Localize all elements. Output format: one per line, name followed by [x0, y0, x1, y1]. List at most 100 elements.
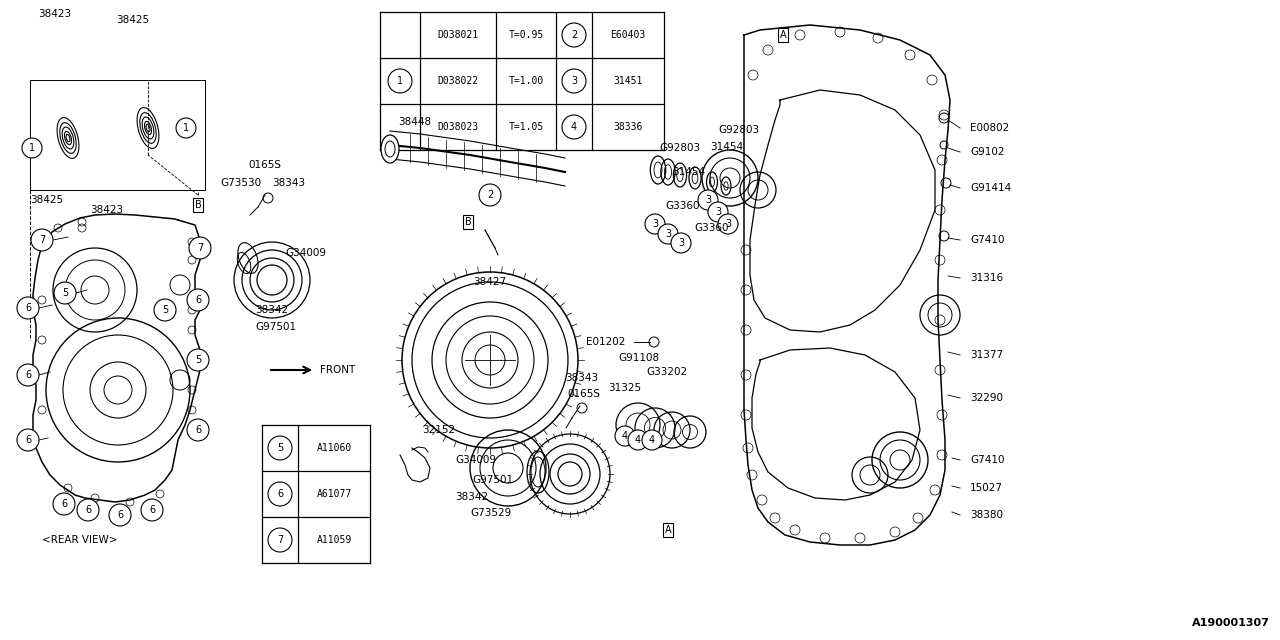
Text: G97501: G97501 — [472, 475, 513, 485]
Text: 0165S: 0165S — [567, 389, 600, 399]
Text: A: A — [780, 30, 786, 40]
Text: 3: 3 — [678, 238, 684, 248]
Circle shape — [109, 504, 131, 526]
Circle shape — [187, 289, 209, 311]
Circle shape — [643, 430, 662, 450]
Text: 5: 5 — [195, 355, 201, 365]
Text: A11060: A11060 — [316, 443, 352, 453]
Text: 3: 3 — [724, 219, 731, 229]
Text: G92803: G92803 — [718, 125, 759, 135]
Circle shape — [141, 499, 163, 521]
Text: E01202: E01202 — [586, 337, 626, 347]
Text: 38342: 38342 — [454, 492, 488, 502]
Text: B: B — [195, 200, 201, 210]
Text: A61077: A61077 — [316, 489, 352, 499]
Text: G3360: G3360 — [666, 201, 700, 211]
Text: T=1.00: T=1.00 — [508, 76, 544, 86]
Text: 6: 6 — [195, 295, 201, 305]
Circle shape — [562, 69, 586, 93]
Text: 1: 1 — [397, 76, 403, 86]
Circle shape — [17, 297, 38, 319]
Text: T=0.95: T=0.95 — [508, 30, 544, 40]
Text: 6: 6 — [24, 370, 31, 380]
Text: 4: 4 — [635, 435, 641, 445]
Text: 38343: 38343 — [564, 373, 598, 383]
Text: 3: 3 — [716, 207, 721, 217]
Text: 4: 4 — [622, 431, 628, 441]
Text: A11059: A11059 — [316, 535, 352, 545]
Text: 38423: 38423 — [90, 205, 123, 215]
Text: G34009: G34009 — [454, 455, 497, 465]
Text: 3: 3 — [652, 219, 658, 229]
Text: 3: 3 — [571, 76, 577, 86]
Text: D038022: D038022 — [438, 76, 479, 86]
Text: G91108: G91108 — [618, 353, 659, 363]
Text: 38336: 38336 — [613, 122, 643, 132]
Text: G3360: G3360 — [694, 223, 728, 233]
Text: 15027: 15027 — [970, 483, 1004, 493]
Text: 7: 7 — [197, 243, 204, 253]
Text: G34009: G34009 — [285, 248, 326, 258]
Circle shape — [52, 493, 76, 515]
Text: E60403: E60403 — [611, 30, 645, 40]
Circle shape — [645, 214, 666, 234]
Circle shape — [479, 184, 500, 206]
Text: 7: 7 — [38, 235, 45, 245]
Text: 0165S: 0165S — [248, 160, 282, 170]
Text: 31316: 31316 — [970, 273, 1004, 283]
Ellipse shape — [381, 135, 399, 163]
Text: G92803: G92803 — [659, 143, 700, 153]
Text: 31451: 31451 — [613, 76, 643, 86]
Text: 3: 3 — [705, 195, 712, 205]
Circle shape — [189, 237, 211, 259]
Circle shape — [708, 202, 728, 222]
Text: 38380: 38380 — [970, 510, 1004, 520]
Text: 6: 6 — [148, 505, 155, 515]
Circle shape — [268, 528, 292, 552]
Text: 38342: 38342 — [255, 305, 288, 315]
Text: 1: 1 — [183, 123, 189, 133]
Text: 38425: 38425 — [29, 195, 63, 205]
Text: 6: 6 — [276, 489, 283, 499]
Text: 31454: 31454 — [672, 167, 705, 177]
Text: T=1.05: T=1.05 — [508, 122, 544, 132]
Circle shape — [187, 419, 209, 441]
Circle shape — [698, 190, 718, 210]
Circle shape — [77, 499, 99, 521]
Circle shape — [187, 349, 209, 371]
Text: G9102: G9102 — [970, 147, 1005, 157]
Circle shape — [562, 115, 586, 139]
Text: 3: 3 — [664, 229, 671, 239]
Circle shape — [17, 429, 38, 451]
Circle shape — [614, 426, 635, 446]
Text: 38343: 38343 — [273, 178, 305, 188]
Text: G97501: G97501 — [255, 322, 296, 332]
Text: 31377: 31377 — [970, 350, 1004, 360]
Circle shape — [658, 224, 678, 244]
Text: D038021: D038021 — [438, 30, 479, 40]
Circle shape — [718, 214, 739, 234]
Text: A190001307: A190001307 — [1192, 618, 1270, 628]
Circle shape — [154, 299, 177, 321]
Circle shape — [628, 430, 648, 450]
Text: G33202: G33202 — [646, 367, 687, 377]
Text: 31325: 31325 — [608, 383, 641, 393]
Text: G91414: G91414 — [970, 183, 1011, 193]
Circle shape — [562, 23, 586, 47]
Text: 6: 6 — [116, 510, 123, 520]
Circle shape — [22, 138, 42, 158]
Text: 32152: 32152 — [422, 425, 456, 435]
Text: G73530: G73530 — [220, 178, 261, 188]
Text: 5: 5 — [276, 443, 283, 453]
Circle shape — [671, 233, 691, 253]
Text: 31454: 31454 — [710, 142, 744, 152]
Text: 2: 2 — [571, 30, 577, 40]
Text: D038023: D038023 — [438, 122, 479, 132]
Text: FRONT: FRONT — [320, 365, 356, 375]
Text: G73529: G73529 — [470, 508, 511, 518]
Text: G7410: G7410 — [970, 235, 1005, 245]
Bar — [29, 80, 205, 190]
Circle shape — [17, 364, 38, 386]
Text: G7410: G7410 — [970, 455, 1005, 465]
Text: 1: 1 — [29, 143, 35, 153]
